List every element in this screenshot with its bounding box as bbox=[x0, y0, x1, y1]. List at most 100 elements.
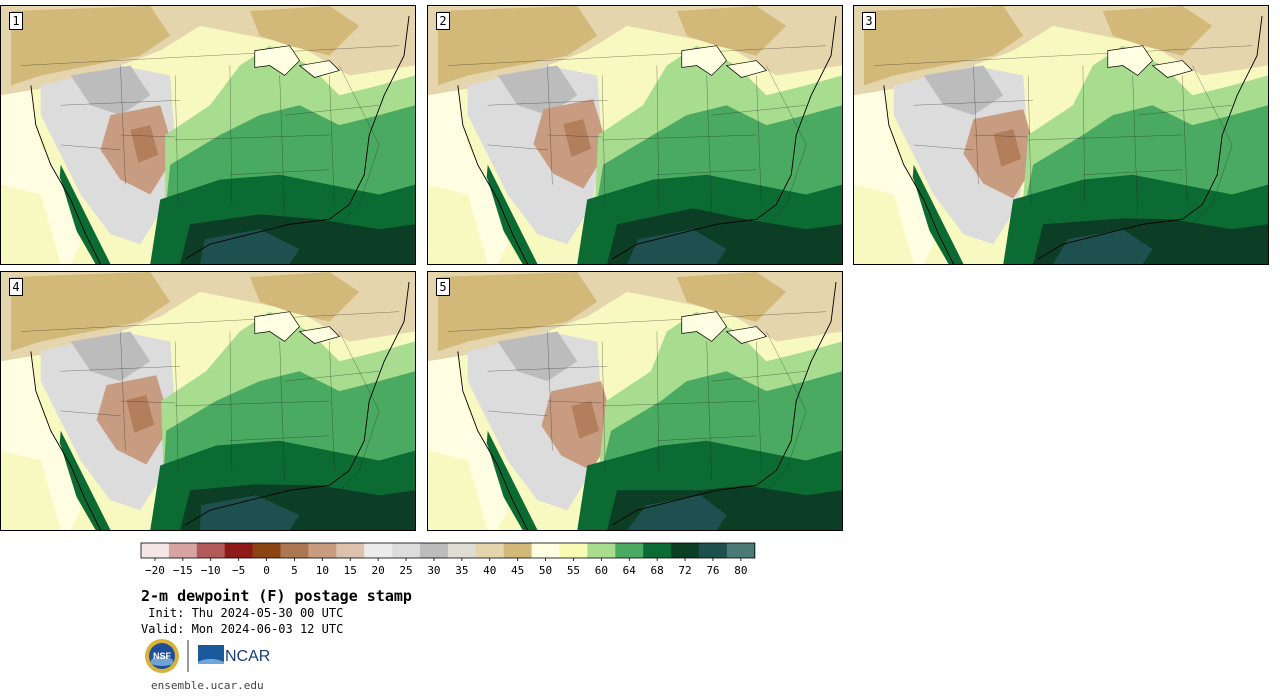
dry-region bbox=[126, 395, 155, 433]
moist-region bbox=[485, 164, 538, 264]
coastline bbox=[184, 15, 410, 260]
state-border bbox=[175, 134, 330, 141]
dry-region bbox=[249, 6, 360, 56]
state-border bbox=[229, 435, 330, 441]
ocean-region bbox=[428, 450, 488, 530]
state-border bbox=[487, 410, 548, 417]
moist-region bbox=[200, 495, 300, 530]
dry-region bbox=[893, 65, 1029, 245]
colorbar-swatch bbox=[587, 543, 616, 558]
state-border bbox=[279, 341, 285, 481]
moist-region bbox=[200, 229, 300, 264]
state-border bbox=[60, 144, 121, 151]
colorbar-tick-label: 76 bbox=[706, 564, 719, 577]
valid-time: Valid: Mon 2024-06-03 12 UTC bbox=[141, 622, 344, 636]
great-lakes bbox=[681, 311, 728, 342]
ocean-region bbox=[854, 184, 914, 264]
state-border bbox=[487, 144, 548, 151]
footer-url[interactable]: ensemble.ucar.edu bbox=[151, 679, 264, 692]
dry-region bbox=[571, 401, 600, 439]
state-border bbox=[447, 45, 827, 66]
state-border bbox=[120, 65, 126, 185]
state-border bbox=[329, 341, 335, 471]
state-border bbox=[284, 370, 380, 382]
colorbar-tick-label: 25 bbox=[399, 564, 412, 577]
state-border bbox=[1082, 169, 1183, 175]
state-border bbox=[547, 331, 553, 451]
colorbar-swatch bbox=[392, 543, 421, 558]
dry-region bbox=[676, 272, 787, 322]
state-border bbox=[656, 65, 660, 205]
dry-region bbox=[497, 331, 578, 382]
state-border bbox=[60, 410, 121, 417]
dry-region bbox=[1102, 6, 1213, 56]
map-panel-1: 1 bbox=[0, 5, 416, 265]
coastline bbox=[30, 85, 101, 264]
panel-number: 1 bbox=[9, 12, 23, 30]
colorbar-tick-label: 0 bbox=[263, 564, 270, 577]
ncar-logo: NCAR bbox=[198, 645, 270, 665]
dry-region bbox=[70, 331, 151, 382]
nsf-logo-text: NSF bbox=[153, 651, 172, 661]
map-panel-5: 5 bbox=[427, 271, 843, 531]
plot-title: 2-m dewpoint (F) postage stamp bbox=[141, 587, 412, 605]
title-block: 2-m dewpoint (F) postage stamp Init: Thu… bbox=[141, 587, 412, 637]
colorbar-tick-label: 15 bbox=[344, 564, 357, 577]
dewpoint-map bbox=[854, 6, 1268, 264]
state-border bbox=[329, 331, 380, 501]
moist-region bbox=[1053, 229, 1153, 264]
coastline bbox=[457, 351, 528, 530]
colorbar-tick-label: 50 bbox=[539, 564, 552, 577]
colorbar-swatch bbox=[531, 543, 560, 558]
colorbar-swatch bbox=[447, 543, 477, 558]
colorbar-tick-label: 80 bbox=[734, 564, 747, 577]
colorbar-tick-label: 40 bbox=[483, 564, 496, 577]
colorbar-swatch bbox=[699, 543, 728, 558]
moist-region bbox=[627, 229, 727, 264]
state-border bbox=[656, 169, 757, 175]
colorbar-swatch bbox=[364, 543, 393, 558]
coastline bbox=[611, 281, 837, 526]
dry-region bbox=[993, 129, 1022, 167]
panel-number: 4 bbox=[9, 278, 23, 296]
state-border bbox=[706, 341, 712, 481]
colorbar-border bbox=[140, 542, 756, 559]
state-border bbox=[120, 134, 176, 138]
state-border bbox=[711, 370, 807, 382]
dry-region bbox=[130, 125, 159, 163]
state-border bbox=[547, 134, 603, 138]
colorbar-swatch bbox=[252, 543, 281, 558]
great-lakes bbox=[1151, 60, 1194, 78]
great-lakes bbox=[1107, 45, 1154, 76]
moist-region bbox=[911, 164, 964, 264]
colorbar-swatch bbox=[224, 543, 253, 558]
dry-region bbox=[10, 6, 171, 86]
colorbar-tick-label: −20 bbox=[145, 564, 165, 577]
coastline bbox=[184, 281, 410, 526]
state-border bbox=[229, 331, 233, 471]
colorbar-swatch bbox=[141, 543, 170, 558]
dry-region bbox=[437, 272, 598, 352]
state-border bbox=[1028, 134, 1183, 141]
dry-region bbox=[70, 65, 151, 116]
dry-region bbox=[249, 272, 360, 322]
state-border bbox=[284, 104, 380, 116]
dry-region bbox=[676, 6, 787, 56]
colorbar-swatch bbox=[336, 543, 365, 558]
state-border bbox=[329, 75, 335, 205]
state-border bbox=[120, 331, 126, 451]
dewpoint-map bbox=[428, 6, 842, 264]
moist-region bbox=[485, 430, 538, 530]
dry-region bbox=[497, 65, 578, 116]
dry-region bbox=[437, 6, 598, 86]
state-border bbox=[602, 400, 757, 407]
state-border bbox=[1137, 104, 1233, 116]
state-border bbox=[656, 331, 660, 471]
coastline bbox=[30, 351, 101, 530]
dry-region bbox=[10, 272, 171, 352]
colorbar-tick-label: 68 bbox=[651, 564, 664, 577]
state-border bbox=[229, 169, 330, 175]
coastline bbox=[883, 85, 954, 264]
coastline bbox=[457, 85, 528, 264]
state-border bbox=[706, 75, 712, 215]
